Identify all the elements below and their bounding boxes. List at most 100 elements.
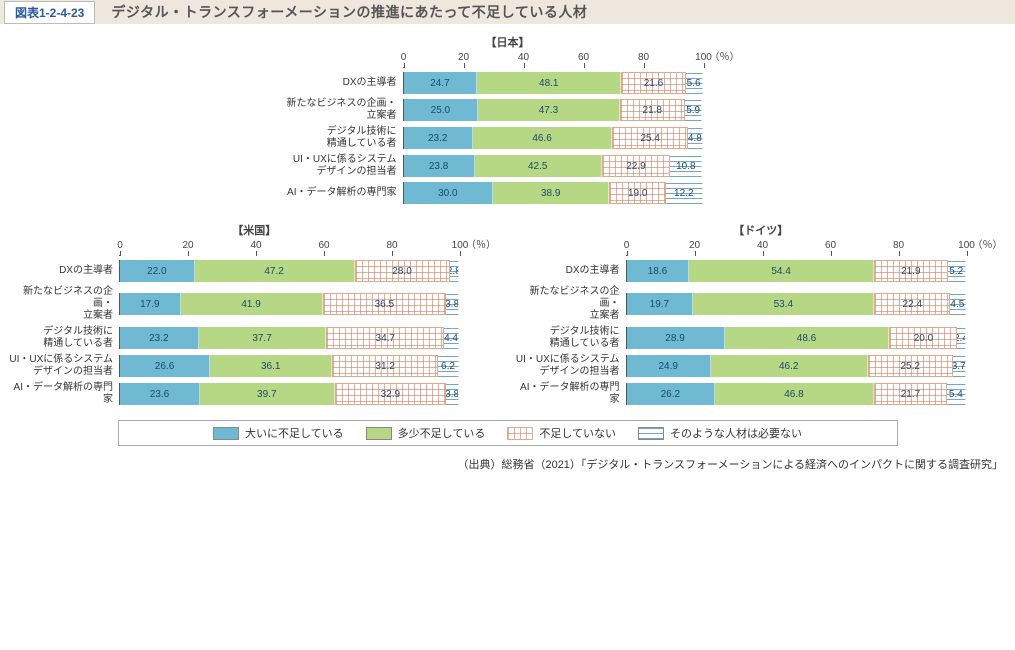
bar-segment: 2.4 [957,327,965,349]
legend: 大いに不足している 多少不足している 不足していない そのような人材は必要ない [118,420,898,446]
row-label: DXの主導者 [513,265,626,277]
bar-segment: 28.0 [355,260,450,282]
bar-row: デジタル技術に精通している者23.246.625.44.8 [248,126,768,150]
bar-segment: 46.2 [711,355,868,377]
bar-segment: 47.3 [478,99,619,121]
row-label: AI・データ解析の専門家 [6,382,119,406]
stacked-bar: 26.636.131.26.2 [119,355,459,377]
bar-segment: 36.1 [210,355,332,377]
bar-segment: 2.8 [450,260,459,282]
bar-segment: 53.4 [693,293,874,315]
bar-row: UI・UXに係るシステムデザインの担当者24.946.225.23.7 [513,354,1010,378]
row-label: AI・データ解析の専門家 [248,187,403,199]
bar-segment: 54.4 [689,260,873,282]
chart-title-us: 【米国】 [6,222,503,238]
bar-row: 新たなビジネスの企画・立案者17.941.936.53.8 [6,286,503,322]
bar-row: 新たなビジネスの企画・立案者25.047.321.85.9 [248,98,768,122]
chart-title-de: 【ドイツ】 [513,222,1010,238]
bar-segment: 26.6 [120,355,210,377]
bar-segment: 5.2 [948,260,966,282]
bar-segment: 25.2 [868,355,953,377]
bar-segment: 25.4 [612,127,688,149]
citation: （出典）総務省（2021）「デジタル・トランスフォーメーションによる経済へのイン… [0,452,1015,482]
bar-segment: 20.0 [889,327,957,349]
bar-segment: 4.4 [444,327,459,349]
chart-germany: 【ドイツ】 020406080100（％）DXの主導者18.654.421.95… [513,212,1010,406]
legend-item: 多少不足している [366,425,486,441]
bar-segment: 37.7 [199,327,327,349]
bar-segment: 24.9 [627,355,711,377]
row-label: 新たなビジネスの企画・立案者 [513,286,626,322]
bar-segment: 48.6 [725,327,890,349]
bar-segment: 22.4 [874,293,950,315]
stacked-bar: 23.246.625.44.8 [403,127,703,149]
bar-segment: 23.2 [120,327,199,349]
stacked-bar: 26.246.821.75.4 [626,383,966,405]
bar-segment: 12.2 [666,182,702,204]
bar-segment: 22.0 [120,260,195,282]
bar-segment: 3.8 [446,293,459,315]
bar-segment: 19.0 [609,182,666,204]
bar-segment: 25.0 [404,99,479,121]
bar-segment: 41.9 [181,293,323,315]
figure-title: デジタル・トランスフォーメーションの推進にあたって不足している人材 [111,2,587,22]
bar-segment: 32.9 [335,383,447,405]
bar-row: DXの主導者18.654.421.95.2 [513,260,1010,282]
stacked-bar: 23.842.522.910.8 [403,155,703,177]
row-label: 新たなビジネスの企画・立案者 [6,286,119,322]
legend-item: 不足していない [507,425,616,441]
bar-segment: 6.2 [438,355,459,377]
legend-label: そのような人材は必要ない [670,425,802,441]
bar-segment: 4.8 [688,127,702,149]
stacked-bar: 22.047.228.02.8 [119,260,459,282]
stacked-bar: 23.237.734.74.4 [119,327,459,349]
bar-row: AI・データ解析の専門家23.639.732.93.8 [6,382,503,406]
bar-segment: 21.9 [874,260,948,282]
bar-segment: 39.7 [200,383,335,405]
bar-segment: 30.0 [404,182,494,204]
bar-segment: 17.9 [120,293,181,315]
stacked-bar: 25.047.321.85.9 [403,99,703,121]
bar-row: UI・UXに係るシステムデザインの担当者26.636.131.26.2 [6,354,503,378]
legend-label: 多少不足している [398,425,486,441]
bar-row: デジタル技術に精通している者23.237.734.74.4 [6,326,503,350]
bar-segment: 47.2 [195,260,355,282]
stacked-bar: 23.639.732.93.8 [119,383,459,405]
bar-segment: 34.7 [326,327,444,349]
bar-segment: 4.5 [950,293,965,315]
bar-segment: 24.7 [404,72,478,94]
bar-segment: 5.6 [686,72,703,94]
stacked-bar: 17.941.936.53.8 [119,293,459,315]
legend-item: 大いに不足している [213,425,344,441]
figure-number: 図表1-2-4-23 [4,1,95,24]
row-label: デジタル技術に精通している者 [248,126,403,150]
bar-row: 新たなビジネスの企画・立案者19.753.422.44.5 [513,286,1010,322]
bar-segment: 23.6 [120,383,200,405]
stacked-bar: 24.946.225.23.7 [626,355,966,377]
bar-segment: 22.9 [602,155,670,177]
row-label: UI・UXに係るシステムデザインの担当者 [513,354,626,378]
stacked-bar: 18.654.421.95.2 [626,260,966,282]
bar-segment: 28.9 [627,327,725,349]
bar-segment: 23.8 [404,155,475,177]
stacked-bar: 28.948.620.02.4 [626,327,966,349]
bar-row: DXの主導者22.047.228.02.8 [6,260,503,282]
bar-segment: 42.5 [475,155,602,177]
bar-row: UI・UXに係るシステムデザインの担当者23.842.522.910.8 [248,154,768,178]
bar-segment: 5.9 [685,99,703,121]
row-label: DXの主導者 [248,77,403,89]
stacked-bar: 19.753.422.44.5 [626,293,966,315]
stacked-bar: 30.038.919.012.2 [403,182,703,204]
legend-label: 大いに不足している [245,425,344,441]
bar-row: AI・データ解析の専門家30.038.919.012.2 [248,182,768,204]
row-label: デジタル技術に精通している者 [513,326,626,350]
row-label: UI・UXに係るシステムデザインの担当者 [248,154,403,178]
chart-japan: 【日本】 020406080100（％）DXの主導者24.748.121.65.… [248,34,768,204]
bar-segment: 21.8 [620,99,685,121]
chart-title-japan: 【日本】 [248,34,768,50]
row-label: 新たなビジネスの企画・立案者 [248,98,403,122]
bar-segment: 46.6 [473,127,612,149]
bar-segment: 10.8 [670,155,702,177]
bar-segment: 21.6 [621,72,686,94]
bar-row: AI・データ解析の専門家26.246.821.75.4 [513,382,1010,406]
